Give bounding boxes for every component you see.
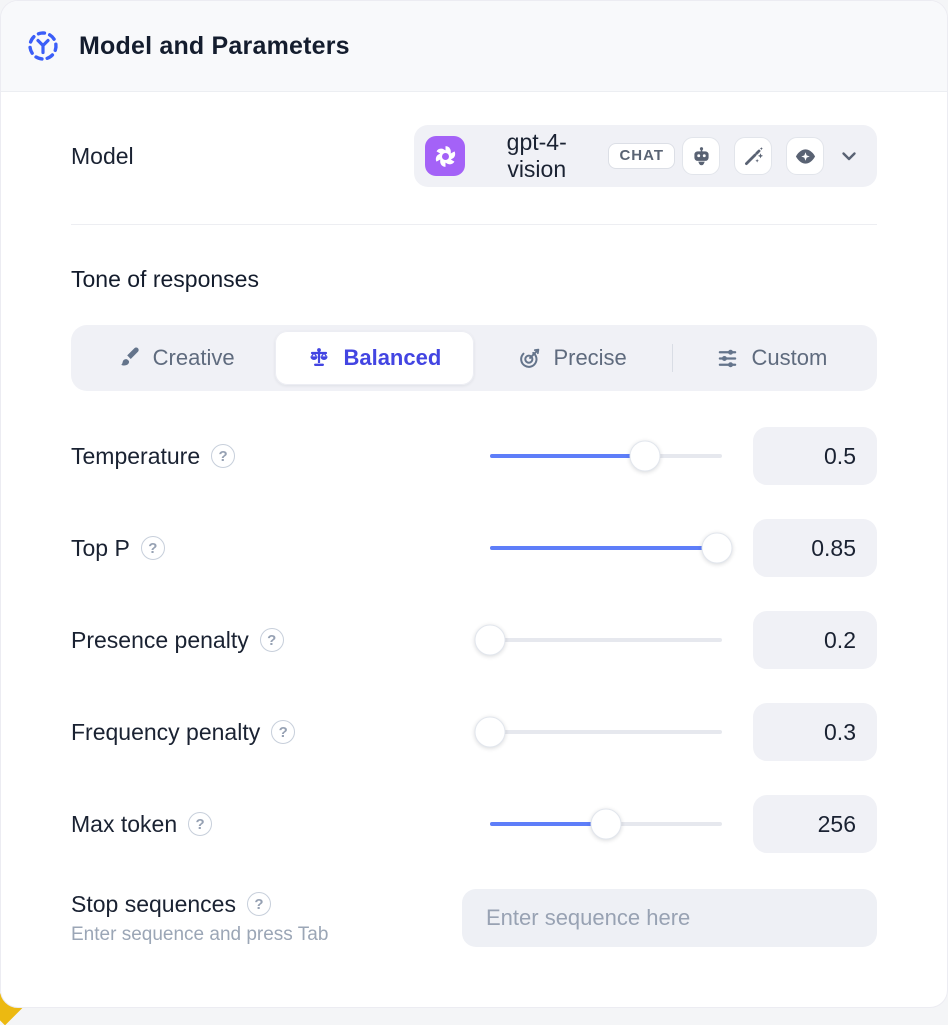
- frequency-penalty-slider[interactable]: [474, 716, 722, 748]
- model-row: Model gpt-4-vi: [71, 125, 877, 187]
- model-type-badge: CHAT: [608, 143, 675, 169]
- parameter-row-frequency-penalty: Frequency penalty ? 0.3: [71, 686, 877, 778]
- model-label: Model: [71, 142, 134, 169]
- parameter-list: Temperature ? 0.5 Top P ?: [71, 410, 877, 870]
- tone-heading: Tone of responses: [71, 266, 259, 292]
- slider-knob[interactable]: [474, 716, 506, 748]
- balance-scale-icon: [307, 346, 331, 370]
- tone-option-custom[interactable]: Custom: [673, 331, 871, 385]
- tone-option-balanced[interactable]: Balanced: [275, 331, 474, 385]
- temperature-value[interactable]: 0.5: [753, 427, 877, 485]
- help-icon[interactable]: ?: [188, 812, 213, 836]
- help-icon[interactable]: ?: [246, 892, 271, 916]
- slider-knob[interactable]: [590, 808, 622, 840]
- tone-option-precise[interactable]: Precise: [474, 331, 672, 385]
- parameter-row-max-token: Max token ? 256: [71, 778, 877, 870]
- max-token-slider[interactable]: [490, 808, 722, 840]
- tone-option-creative[interactable]: Creative: [77, 331, 275, 385]
- slider-track[interactable]: [490, 730, 722, 734]
- stop-sequences-label-text: Stop sequences: [71, 890, 236, 917]
- tone-segmented-control: Creative Balanced: [71, 325, 877, 391]
- tone-option-label: Custom: [751, 345, 828, 370]
- parameter-label-text: Top P: [71, 534, 130, 561]
- tone-option-label: Balanced: [343, 345, 442, 370]
- model-hub-icon: [25, 28, 61, 64]
- temperature-slider[interactable]: [490, 440, 722, 472]
- slider-fill: [490, 454, 646, 458]
- section-divider: [71, 224, 877, 225]
- presence-penalty-value[interactable]: 0.2: [753, 611, 877, 669]
- help-icon[interactable]: ?: [271, 720, 296, 744]
- slider-fill: [490, 822, 606, 826]
- parameter-label-text: Temperature: [71, 442, 201, 469]
- parameter-label-text: Presence penalty: [71, 626, 249, 653]
- slider-fill: [490, 546, 718, 550]
- chevron-down-icon: [837, 144, 861, 168]
- panel-title: Model and Parameters: [79, 31, 350, 60]
- magic-wand-icon: [734, 137, 772, 175]
- openai-logo: [425, 136, 465, 176]
- parameter-row-top-p: Top P ? 0.85: [71, 502, 877, 594]
- max-token-value[interactable]: 256: [753, 795, 877, 853]
- segment-divider: [671, 344, 673, 372]
- presence-penalty-slider[interactable]: [474, 624, 722, 656]
- help-icon[interactable]: ?: [211, 444, 236, 468]
- parameter-label-text: Max token: [71, 810, 178, 837]
- stop-sequences-row: Stop sequences ? Enter sequence and pres…: [71, 889, 877, 947]
- top-p-value[interactable]: 0.85: [753, 519, 877, 577]
- tone-option-label: Creative: [152, 345, 235, 370]
- parameter-label-text: Frequency penalty: [71, 718, 261, 745]
- parameter-row-presence-penalty: Presence penalty ? 0.2: [71, 594, 877, 686]
- selected-model-name: gpt-4-vision: [506, 129, 567, 182]
- help-icon[interactable]: ?: [140, 536, 165, 560]
- slider-knob[interactable]: [701, 532, 733, 564]
- top-p-slider[interactable]: [490, 532, 733, 564]
- help-icon[interactable]: ?: [259, 628, 284, 652]
- slider-knob[interactable]: [629, 440, 661, 472]
- parameter-label: Max token ?: [71, 811, 490, 838]
- robot-icon: [682, 137, 720, 175]
- panel-header: Model and Parameters: [1, 1, 947, 92]
- parameter-label: Top P ?: [71, 535, 490, 562]
- paintbrush-icon: [118, 347, 141, 370]
- parameter-label: Temperature ?: [71, 443, 490, 470]
- model-select-dropdown[interactable]: gpt-4-vision CHAT: [414, 125, 877, 187]
- frequency-penalty-value[interactable]: 0.3: [753, 703, 877, 761]
- stop-sequences-helper: Enter sequence and press Tab: [71, 923, 329, 945]
- stop-sequences-labels: Stop sequences ? Enter sequence and pres…: [71, 891, 462, 946]
- sliders-icon: [716, 347, 739, 370]
- target-icon: [518, 347, 541, 370]
- vision-eye-icon: [786, 137, 824, 175]
- tone-option-label: Precise: [553, 345, 627, 370]
- slider-track[interactable]: [490, 638, 722, 642]
- stop-sequences-label: Stop sequences ?: [71, 891, 462, 918]
- parameter-row-temperature: Temperature ? 0.5: [71, 410, 877, 502]
- parameter-label: Frequency penalty ?: [71, 719, 490, 746]
- slider-knob[interactable]: [474, 624, 506, 656]
- stop-sequence-input[interactable]: [462, 889, 877, 947]
- panel-body: Model gpt-4-vi: [1, 125, 947, 947]
- parameter-label: Presence penalty ?: [71, 627, 490, 654]
